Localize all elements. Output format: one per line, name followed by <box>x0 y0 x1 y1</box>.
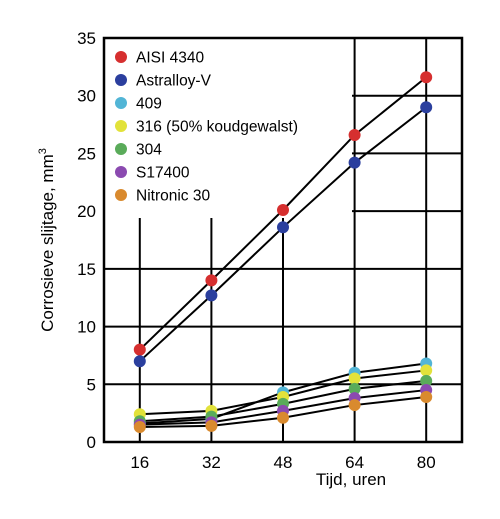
data-point <box>133 343 146 356</box>
y-axis-title-superscript: 3 <box>37 148 49 154</box>
data-point <box>133 355 146 368</box>
y-tick-label: 25 <box>77 144 96 163</box>
legend-marker <box>115 143 127 155</box>
legend-marker <box>115 166 127 178</box>
legend-label: Astralloy-V <box>136 73 212 90</box>
legend-label: 316 (50% koudgewalst) <box>136 119 298 136</box>
data-point <box>348 399 361 412</box>
legend-label: S17400 <box>136 165 190 182</box>
data-point <box>420 71 433 84</box>
data-point <box>348 382 361 395</box>
y-tick-label: 10 <box>77 318 96 337</box>
y-tick-label: 0 <box>87 433 96 452</box>
y-tick-label: 5 <box>87 375 96 394</box>
data-point <box>277 221 289 234</box>
data-point <box>133 420 146 433</box>
data-point <box>348 128 361 141</box>
x-tick-label: 16 <box>130 453 149 472</box>
legend-label: AISI 4340 <box>136 50 204 67</box>
y-tick-label: 15 <box>77 260 96 279</box>
legend-label: 409 <box>136 96 162 113</box>
legend: AISI 4340 Astralloy-V 409 316 (50% koudgewa… <box>115 50 298 205</box>
y-tick-label: 30 <box>77 87 96 106</box>
data-point <box>420 364 433 377</box>
legend-label: 304 <box>136 142 162 159</box>
legend-marker <box>115 120 127 132</box>
data-point <box>277 203 289 216</box>
data-points <box>133 71 433 433</box>
data-point <box>420 101 433 114</box>
legend-marker <box>115 97 127 109</box>
tick-labels: 0 5 10 15 20 25 30 35 16 32 48 64 80 <box>77 29 436 472</box>
x-tick-label: 32 <box>202 453 221 472</box>
data-point <box>420 374 433 387</box>
y-axis-title: Corrosieve slijtage, mm3 <box>37 148 57 332</box>
data-point <box>420 390 433 403</box>
data-point <box>205 419 218 432</box>
x-axis-title: Tijd, uren <box>316 470 386 489</box>
legend-marker <box>115 51 127 63</box>
data-point <box>348 372 361 385</box>
x-tick-label: 64 <box>345 453 364 472</box>
legend-label: Nitronic 30 <box>136 188 210 205</box>
plot-frame <box>102 36 464 444</box>
legend-marker <box>115 189 127 201</box>
data-point <box>348 156 361 169</box>
plot-border <box>102 36 464 444</box>
y-tick-label: 20 <box>77 202 96 221</box>
y-tick-label: 35 <box>77 29 96 48</box>
data-point <box>205 289 218 302</box>
legend-marker <box>115 74 127 86</box>
data-point <box>277 411 289 424</box>
x-tick-label: 48 <box>274 453 293 472</box>
data-point <box>205 274 218 287</box>
y-axis-title-text: Corrosieve slijtage, mm <box>38 154 57 332</box>
x-tick-label: 80 <box>417 453 436 472</box>
